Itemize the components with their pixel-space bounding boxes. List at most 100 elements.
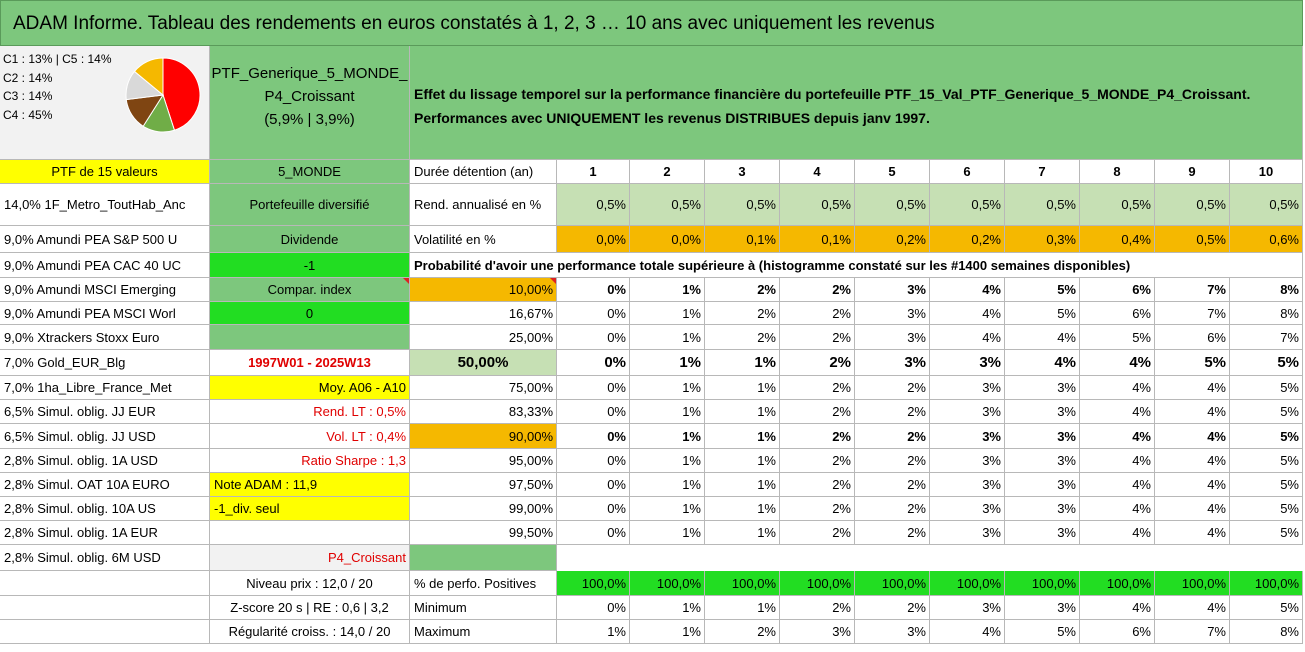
rend-value: 0,5% — [705, 184, 780, 226]
allocation-pie-chart — [125, 57, 201, 133]
holding-row: 2,8% Simul. oblig. 1A EUR — [0, 521, 210, 545]
prob-title: Probabilité d'avoir une performance tota… — [410, 253, 1303, 278]
year-header: 5 — [855, 160, 930, 184]
year-header: 1 — [557, 160, 630, 184]
quantile-percent: 95,00% — [410, 449, 557, 473]
maximum-value: 5% — [1005, 620, 1080, 644]
quantile-value: 5% — [1230, 521, 1303, 545]
rend-label: Rend. annualisé en % — [410, 184, 557, 226]
holding-row: 6,5% Simul. oblig. JJ USD — [0, 424, 210, 449]
quantile-value: 3% — [855, 278, 930, 302]
vol-label: Volatilité en % — [410, 226, 557, 253]
vol-value: 0,0% — [630, 226, 705, 253]
quantile-value: 7% — [1230, 325, 1303, 350]
quantile-value: 2% — [855, 424, 930, 449]
quantile-value: 0% — [557, 449, 630, 473]
quantile-value: 4% — [1155, 400, 1230, 424]
quantile-value: 1% — [630, 400, 705, 424]
quantile-value: 4% — [1155, 473, 1230, 497]
quantile-value: 2% — [780, 325, 855, 350]
quantile-value: 4% — [930, 325, 1005, 350]
quantile-percent: 97,50% — [410, 473, 557, 497]
duree-label: Durée détention (an) — [410, 160, 557, 184]
vol-value: 0,5% — [1155, 226, 1230, 253]
quantile-value: 0% — [557, 424, 630, 449]
description-line: Effet du lissage temporel sur la perform… — [414, 86, 1251, 102]
quantile-value: 1% — [630, 424, 705, 449]
quantile-value: 0% — [557, 497, 630, 521]
quantile-value: 3% — [1005, 521, 1080, 545]
maximum-value: 2% — [705, 620, 780, 644]
quantile-value: 5% — [1155, 350, 1230, 376]
quantile-value: 2% — [780, 449, 855, 473]
year-header: 7 — [1005, 160, 1080, 184]
minimum-value: 0% — [557, 596, 630, 620]
quantile-value: 4% — [1080, 449, 1155, 473]
quantile-value: 1% — [630, 521, 705, 545]
positive-value: 100,0% — [630, 571, 705, 596]
empty-cell — [0, 571, 210, 596]
quantile-value: 1% — [705, 497, 780, 521]
portfolio-return-vol: (5,9% | 3,9%) — [264, 111, 355, 128]
portfolio-type: Portefeuille diversifié — [210, 184, 410, 226]
quantile-value: 2% — [855, 521, 930, 545]
vol-value: 0,1% — [780, 226, 855, 253]
maximum-value: 4% — [930, 620, 1005, 644]
quantile-value: 4% — [1080, 473, 1155, 497]
rend-value: 0,5% — [1155, 184, 1230, 226]
quantile-value: 2% — [780, 521, 855, 545]
dividend-label: Dividende — [210, 226, 410, 253]
quantile-value: 4% — [1080, 350, 1155, 376]
quantile-value: 2% — [780, 400, 855, 424]
quantile-value: 4% — [930, 278, 1005, 302]
regularite-label: Régularité croiss. : 14,0 / 20 — [210, 620, 410, 644]
holding-row: 7,0% 1ha_Libre_France_Met — [0, 376, 210, 400]
moy-label: Moy. A06 - A10 — [210, 376, 410, 400]
quantile-value: 6% — [1155, 325, 1230, 350]
quantile-value: 1% — [705, 400, 780, 424]
quantile-value: 2% — [855, 497, 930, 521]
holding-row: 9,0% Xtrackers Stoxx Euro — [0, 325, 210, 350]
quantile-value: 1% — [705, 376, 780, 400]
quantile-value: 4% — [1080, 376, 1155, 400]
quantile-value: 0% — [557, 350, 630, 376]
vol-value: 0,4% — [1080, 226, 1155, 253]
zscore-label: Z-score 20 s | RE : 0,6 | 3,2 — [210, 596, 410, 620]
vol-value: 0,0% — [557, 226, 630, 253]
positive-label: % de perfo. Positives — [410, 571, 557, 596]
empty-cell — [210, 521, 410, 545]
ptf-header: PTF de 15 valeurs — [0, 160, 210, 184]
quantile-value: 2% — [705, 325, 780, 350]
quantile-value: 0% — [557, 325, 630, 350]
dividend-value: -1 — [210, 253, 410, 278]
quantile-value: 5% — [1080, 325, 1155, 350]
maximum-value: 3% — [780, 620, 855, 644]
quantile-value: 3% — [855, 325, 930, 350]
year-header: 2 — [630, 160, 705, 184]
quantile-value: 2% — [855, 449, 930, 473]
rend-value: 0,5% — [1080, 184, 1155, 226]
vol-value: 0,2% — [930, 226, 1005, 253]
quantile-percent: 90,00% — [410, 424, 557, 449]
rend-value: 0,5% — [630, 184, 705, 226]
quantile-value: 7% — [1155, 278, 1230, 302]
description: Effet du lissage temporel sur la perform… — [410, 46, 1303, 160]
empty-cell — [210, 325, 410, 350]
quantile-value: 3% — [855, 350, 930, 376]
quantile-percent: 10,00% — [410, 278, 557, 302]
maximum-value: 3% — [855, 620, 930, 644]
quantile-value: 3% — [930, 424, 1005, 449]
holding-row: 9,0% Amundi PEA S&P 500 U — [0, 226, 210, 253]
quantile-value: 3% — [855, 302, 930, 325]
quantile-value: 1% — [630, 449, 705, 473]
class-line: C2 : 14% — [3, 70, 53, 85]
quantile-value: 3% — [930, 449, 1005, 473]
quantile-value: 8% — [1230, 302, 1303, 325]
positive-value: 100,0% — [1080, 571, 1155, 596]
compar-index-value: 0 — [210, 302, 410, 325]
quantile-value: 4% — [1080, 424, 1155, 449]
quantile-value: 6% — [1080, 302, 1155, 325]
quantile-value: 0% — [557, 376, 630, 400]
vol-value: 0,1% — [705, 226, 780, 253]
quantile-value: 3% — [1005, 449, 1080, 473]
